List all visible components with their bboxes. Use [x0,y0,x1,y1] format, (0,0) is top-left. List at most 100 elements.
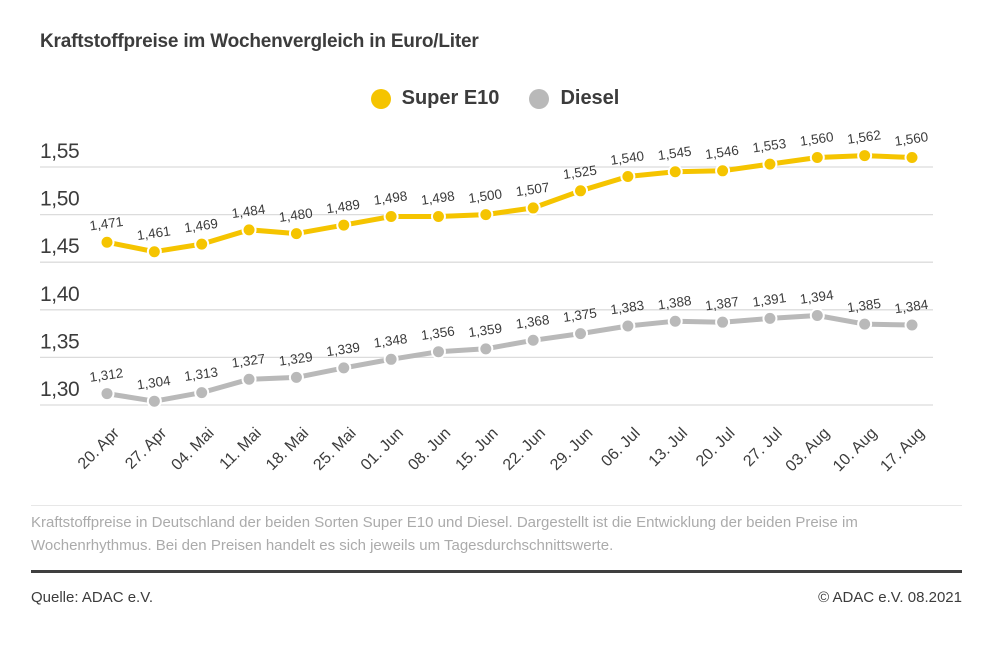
x-axis-tick-label: 13. Jul [646,425,691,470]
data-point-super-e10 [478,207,494,223]
data-point-super-e10 [430,209,446,225]
data-point-diesel [620,318,636,334]
data-point-super-e10 [525,200,541,216]
data-point-diesel [667,313,683,329]
data-point-diesel [857,316,873,332]
data-point-diesel [478,341,494,357]
legend-label-super-e10: Super E10 [401,87,500,109]
data-point-diesel [288,369,304,385]
data-point-super-e10 [241,222,257,238]
data-point-diesel [336,360,352,376]
chart-legend: Super E10 Diesel [0,87,990,110]
data-point-label: 1,368 [515,312,551,332]
data-point-diesel [809,308,825,324]
data-point-label: 1,525 [562,163,598,183]
data-point-label: 1,546 [704,143,740,163]
x-axis-tick-label: 22. Jun [500,425,549,474]
data-point-label: 1,359 [467,321,503,341]
data-point-label: 1,375 [562,305,598,325]
x-axis-tick-label: 20. Apr [75,424,123,472]
data-point-diesel [146,393,162,409]
data-point-label: 1,388 [657,293,693,313]
data-point-label: 1,489 [325,197,361,217]
data-point-super-e10 [336,217,352,233]
data-point-super-e10 [809,149,825,165]
data-point-diesel [383,351,399,367]
diesel-dot-icon [529,88,550,109]
data-point-diesel [573,326,589,342]
legend-item-super-e10: Super E10 [370,87,500,110]
data-point-label: 1,469 [183,216,219,236]
x-axis-tick-label: 06. Jul [598,425,643,470]
x-axis-tick-label: 29. Jun [547,425,596,474]
data-point-label: 1,498 [373,188,409,208]
data-point-super-e10 [620,169,636,185]
data-point-label: 1,383 [609,298,645,318]
footer: Quelle: ADAC e.V. © ADAC e.V. 08.2021 [31,589,962,606]
x-axis-tick-label: 01. Jun [358,425,407,474]
data-point-label: 1,313 [183,364,219,384]
divider-dark [31,570,962,573]
data-point-diesel [904,317,920,333]
data-point-label: 1,540 [609,148,645,168]
data-point-label: 1,507 [515,180,551,200]
data-point-diesel [762,310,778,326]
data-point-diesel [241,371,257,387]
y-axis-tick-label: 1,40 [40,283,79,306]
x-axis-tick-label: 08. Jun [405,425,454,474]
data-point-label: 1,500 [467,186,503,206]
data-point-label: 1,391 [752,290,788,310]
data-point-label: 1,484 [231,202,267,222]
x-axis-tick-label: 10. Aug [830,425,880,475]
source-label: Quelle: ADAC e.V. [31,589,154,606]
chart-title: Kraftstoffpreise im Wochenvergleich in E… [40,31,479,52]
data-point-super-e10 [383,209,399,225]
x-axis-tick-label: 27. Jul [740,425,785,470]
data-point-label: 1,327 [231,351,267,371]
chart-description: Kraftstoffpreise in Deutschland der beid… [31,514,858,554]
data-point-label: 1,304 [136,373,172,393]
data-point-label: 1,471 [89,214,125,234]
data-point-super-e10 [288,226,304,242]
x-axis-tick-label: 04. Mai [168,425,217,474]
data-point-label: 1,553 [752,136,788,156]
y-axis-tick-label: 1,35 [40,330,79,353]
x-axis-tick-label: 18. Mai [263,425,312,474]
data-point-diesel [525,332,541,348]
data-point-diesel [194,385,210,401]
data-point-diesel [715,314,731,330]
data-point-label: 1,339 [325,340,361,360]
legend-label-diesel: Diesel [560,87,620,109]
data-point-diesel [99,386,115,402]
data-point-label: 1,394 [799,287,835,307]
data-point-label: 1,461 [136,223,172,243]
series-line-diesel [104,313,915,404]
data-point-label: 1,312 [89,365,125,385]
copyright-label: © ADAC e.V. 08.2021 [818,589,962,606]
data-point-label: 1,498 [420,188,456,208]
data-point-label: 1,384 [894,297,930,317]
data-point-label: 1,545 [657,144,693,164]
x-axis-tick-label: 03. Aug [783,425,833,475]
series-line-super-e10 [104,153,915,255]
super-e10-dot-icon [370,88,391,109]
data-point-super-e10 [857,148,873,164]
data-point-label: 1,560 [894,129,930,149]
y-axis-tick-label: 1,30 [40,378,79,401]
legend-item-diesel: Diesel [529,87,619,110]
data-point-super-e10 [146,244,162,260]
x-axis-tick-label: 27. Apr [122,424,170,472]
data-point-super-e10 [194,236,210,252]
data-point-diesel [430,344,446,360]
data-point-label: 1,348 [373,331,409,351]
data-point-label: 1,562 [846,127,882,147]
data-point-super-e10 [667,164,683,180]
data-point-super-e10 [573,183,589,199]
x-axis-tick-label: 20. Jul [693,425,738,470]
data-point-label: 1,560 [799,129,835,149]
x-axis-tick-label: 25. Mai [310,425,359,474]
data-point-label: 1,329 [278,349,314,369]
x-axis-tick-label: 11. Mai [217,425,265,473]
line-chart: 1,55 1,50 1,45 1,40 1,35 1,30 1,471 1,461 1,469 1… [40,127,933,475]
